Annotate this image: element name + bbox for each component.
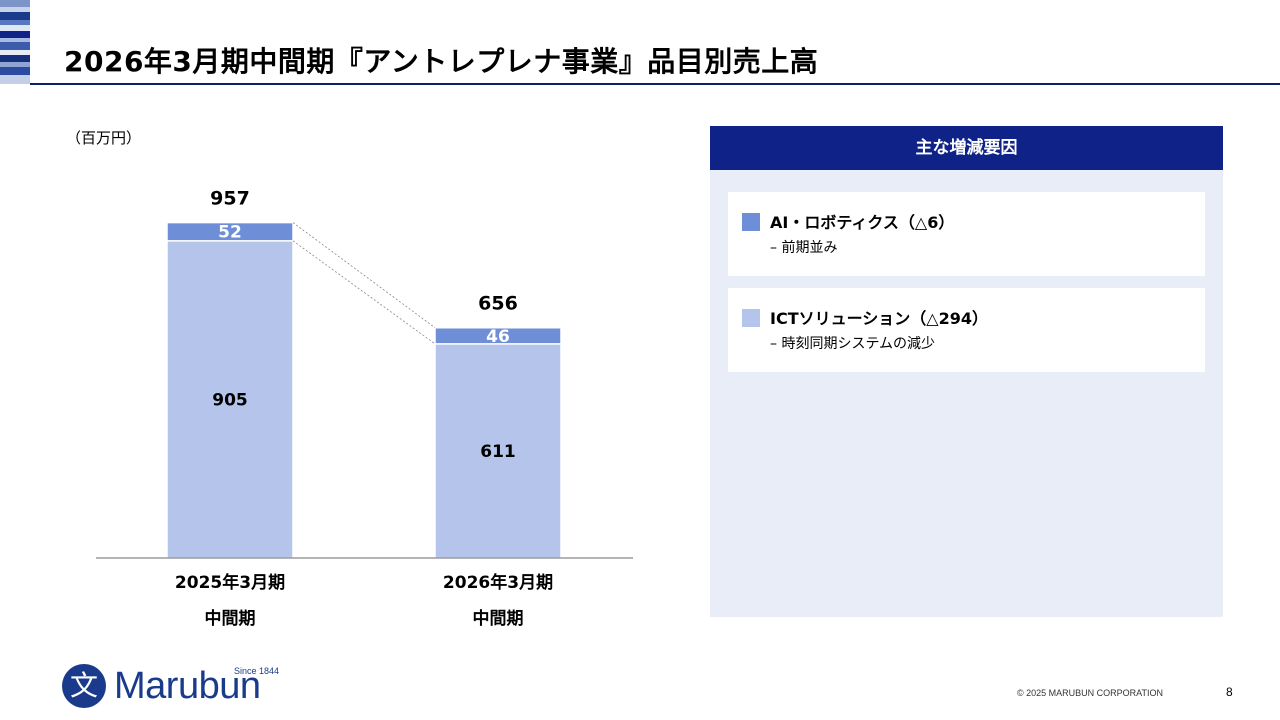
factor-title-ai-robotics: AI・ロボティクス（△6） <box>770 213 955 232</box>
decorative-stripes <box>0 0 30 84</box>
x-axis-label-0: 2025年3月期 中間期 <box>130 565 330 637</box>
connector-line-mid <box>292 240 436 345</box>
logo-text: Marubun <box>114 665 261 707</box>
page-number: 8 <box>1226 685 1233 699</box>
bar-segment-1-1 <box>434 326 562 345</box>
x-axis-label-0-line2: 中間期 <box>204 609 256 629</box>
factor-note-ai-robotics: – 前期並み <box>770 240 838 256</box>
legend-swatch-ai-robotics <box>742 213 760 231</box>
x-axis-label-0-line1: 2025年3月期 <box>174 573 286 593</box>
stacked-bar-chart: 905 52 957 611 46 656 <box>96 188 633 559</box>
company-logo: 文 Marubun Since 1844 <box>62 662 292 712</box>
page-title: 2026年3月期中間期『アントレプレナ事業』品目別売上高 <box>64 45 819 78</box>
bar-segment-0-0 <box>166 240 294 559</box>
factors-panel: 主な増減要因 AI・ロボティクス（△6） – 前期並み ICTソリューション（△… <box>710 126 1223 617</box>
x-axis-label-1-line2: 中間期 <box>472 609 524 629</box>
connector-line-top <box>292 222 436 329</box>
logo-since: Since 1844 <box>234 666 280 676</box>
legend-swatch-ict-solution <box>742 309 760 327</box>
total-label-1: 656 <box>478 293 518 315</box>
unit-label: （百万円） <box>66 129 142 147</box>
title-divider <box>30 83 1280 85</box>
data-label-1-1: 46 <box>486 327 510 347</box>
bar-segment-0-1 <box>166 221 294 242</box>
factor-card-ai-robotics: AI・ロボティクス（△6） – 前期並み <box>728 192 1205 276</box>
logo-mark-icon: 文 <box>62 664 106 708</box>
x-axis-label-1-line1: 2026年3月期 <box>442 573 554 593</box>
data-label-0-1: 52 <box>218 223 242 243</box>
factor-note-ict-solution: – 時刻同期システムの減少 <box>770 336 936 352</box>
data-label-0-0: 905 <box>212 390 248 410</box>
x-axis-label-1: 2026年3月期 中間期 <box>398 565 598 637</box>
data-label-1-0: 611 <box>480 442 516 462</box>
copyright: © 2025 MARUBUN CORPORATION <box>1017 688 1163 698</box>
factor-title-ict-solution: ICTソリューション（△294） <box>770 309 988 328</box>
factors-panel-title: 主な増減要因 <box>710 126 1223 170</box>
factor-card-ict-solution: ICTソリューション（△294） – 時刻同期システムの減少 <box>728 288 1205 372</box>
total-label-0: 957 <box>210 188 250 210</box>
